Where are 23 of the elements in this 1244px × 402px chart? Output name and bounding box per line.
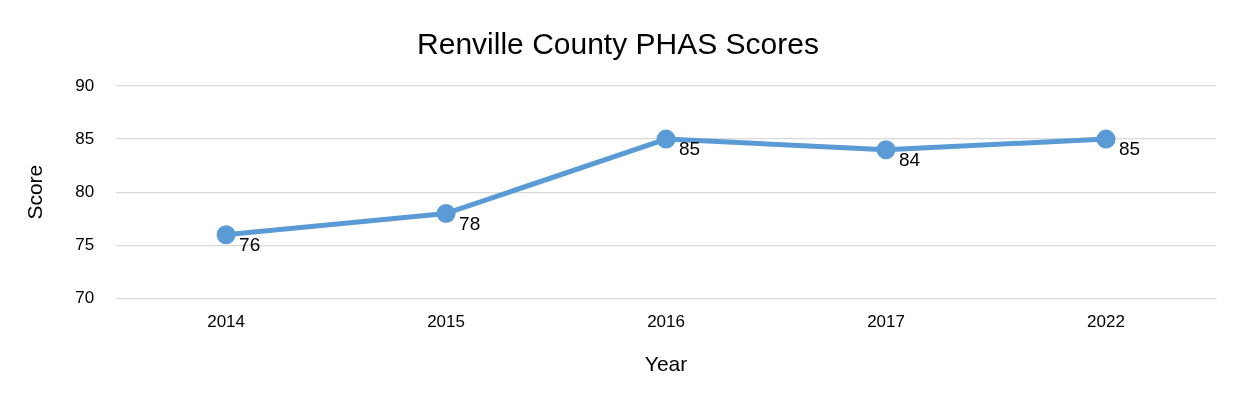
y-tick-label: 75 xyxy=(75,234,95,254)
x-tick-label: 2014 xyxy=(207,312,246,332)
x-tick-label: 2017 xyxy=(867,312,905,332)
y-axis-title: Score xyxy=(23,164,47,220)
y-tick-label: 90 xyxy=(75,75,95,95)
x-tick-label: 2015 xyxy=(427,312,465,332)
point xyxy=(216,225,236,245)
point xyxy=(436,203,456,223)
point xyxy=(876,140,896,160)
y-tick-label: 85 xyxy=(75,128,95,148)
point xyxy=(1096,129,1116,149)
y-tick-label: 70 xyxy=(75,288,95,308)
data-label: 84 xyxy=(899,148,921,170)
data-label: 78 xyxy=(459,212,481,234)
point xyxy=(656,129,676,149)
data-label: 76 xyxy=(239,233,261,255)
chart-title: Renville County PHAS Scores xyxy=(417,27,819,61)
data-label: 85 xyxy=(1119,138,1141,160)
x-tick-label: 2016 xyxy=(647,312,685,332)
x-tick-label: 2022 xyxy=(1087,312,1125,332)
x-axis-title: Year xyxy=(644,352,688,376)
data-label: 85 xyxy=(679,138,701,160)
y-tick-label: 80 xyxy=(75,181,95,201)
